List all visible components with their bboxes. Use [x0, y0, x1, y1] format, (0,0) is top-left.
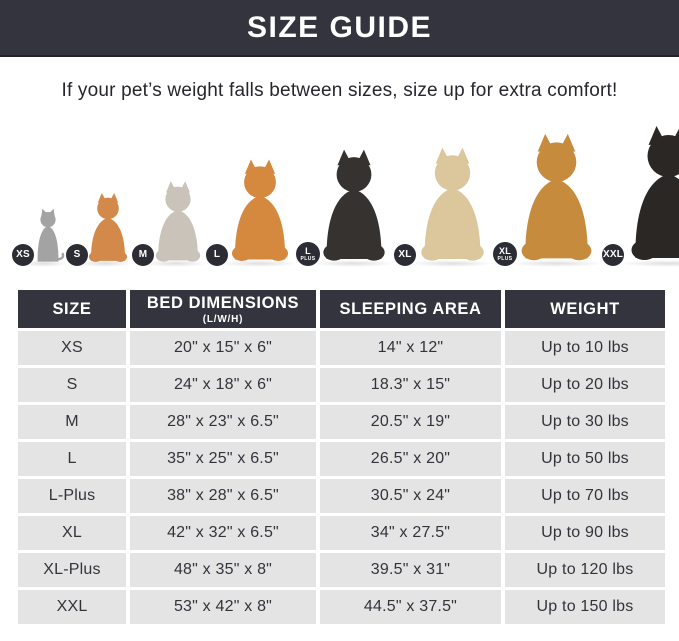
animal-border-collie: L PLUS [296, 148, 396, 270]
table-row: XL-Plus 48" x 35" x 8" 39.5" x 31" Up to 12… [18, 553, 665, 587]
cell-sleeping-area: 34" x 27.5" [320, 516, 501, 550]
size-badge-label: L [213, 249, 221, 260]
sizing-advice-text: If your pet’s weight falls between sizes… [61, 80, 618, 101]
ground-shadow [218, 260, 298, 267]
cell-size: XS [18, 331, 126, 365]
size-guide-table: SIZE BED DIMENSIONS (L/W/H) SLEEPING ARE… [14, 287, 669, 627]
cell-weight: Up to 50 lbs [505, 442, 665, 476]
size-badge-sublabel: PLUS [300, 255, 316, 262]
animal-golden-retriever: XL PLUS [493, 132, 604, 270]
table-row: XXL 53" x 42" x 8" 44.5" x 37.5" Up to 150 … [18, 590, 665, 624]
cell-sleeping-area: 39.5" x 31" [320, 553, 501, 587]
cell-sleeping-area: 44.5" x 37.5" [320, 590, 501, 624]
dog-icon [631, 126, 679, 260]
cell-bed-dimensions: 20" x 15" x 6" [130, 331, 316, 365]
cell-weight: Up to 30 lbs [505, 405, 665, 439]
size-badge-label: XS [16, 249, 30, 260]
size-badge-label: XL [398, 249, 412, 260]
size-badge-l-plus: L PLUS [296, 242, 320, 266]
table-row: XL 42" x 32" x 6.5" 34" x 27.5" Up to 90 lb… [18, 516, 665, 550]
table-row: S 24" x 18" x 6" 18.3" x 15" Up to 20 lbs [18, 368, 665, 402]
cell-sleeping-area: 26.5" x 20" [320, 442, 501, 476]
table-row: L 35" x 25" x 6.5" 26.5" x 20" Up to 50 lbs [18, 442, 665, 476]
cell-bed-dimensions: 53" x 42" x 8" [130, 590, 316, 624]
pet-size-illustration-row: XS S M L L PLUS XL XL PLUS XXL [12, 108, 679, 270]
cell-sleeping-area: 18.3" x 15" [320, 368, 501, 402]
dog-icon [88, 193, 128, 262]
page-title: SIZE GUIDE [246, 10, 433, 44]
animal-cat: XS [12, 208, 68, 270]
size-badge-sublabel: PLUS [497, 255, 513, 262]
cell-size: M [18, 405, 126, 439]
animal-french-bulldog: M [132, 180, 208, 270]
table-row: M 28" x 23" x 6.5" 20.5" x 19" Up to 30 lbs [18, 405, 665, 439]
cell-size: XL-Plus [18, 553, 126, 587]
cell-bed-dimensions: 35" x 25" x 6.5" [130, 442, 316, 476]
cell-bed-dimensions: 48" x 35" x 8" [130, 553, 316, 587]
size-badge-xl: XL [394, 244, 416, 266]
ground-shadow [407, 260, 495, 267]
size-badge-l: L [206, 244, 228, 266]
animal-pomeranian: S [66, 192, 134, 270]
size-badge-m: M [132, 244, 154, 266]
dog-icon [521, 133, 592, 261]
dog-icon [421, 147, 484, 261]
cell-weight: Up to 120 lbs [505, 553, 665, 587]
cell-bed-dimensions: 42" x 32" x 6.5" [130, 516, 316, 550]
dog-icon [231, 159, 289, 261]
cell-weight: Up to 10 lbs [505, 331, 665, 365]
cat-icon [37, 208, 65, 262]
size-badge-label: S [73, 249, 81, 260]
animal-labrador: XL [394, 146, 495, 270]
dog-icon [155, 181, 201, 262]
ground-shadow [20, 260, 68, 267]
cell-bed-dimensions: 38" x 28" x 6.5" [130, 479, 316, 513]
cell-sleeping-area: 20.5" x 19" [320, 405, 501, 439]
column-header-bed-dimensions-sub: (L/W/H) [202, 313, 244, 325]
table-header-row: SIZE BED DIMENSIONS (L/W/H) SLEEPING ARE… [18, 290, 665, 328]
cell-weight: Up to 90 lbs [505, 516, 665, 550]
cell-sleeping-area: 14" x 12" [320, 331, 501, 365]
size-guide-banner: SIZE GUIDE [0, 0, 679, 57]
column-header-sleeping-area: SLEEPING AREA [320, 290, 501, 328]
animal-doberman: XXL [602, 124, 679, 270]
ground-shadow [617, 260, 679, 267]
cell-weight: Up to 20 lbs [505, 368, 665, 402]
column-header-bed-dimensions: BED DIMENSIONS (L/W/H) [130, 290, 316, 328]
size-badge-xs: XS [12, 244, 34, 266]
dog-icon [323, 149, 385, 261]
ground-shadow [309, 260, 396, 267]
cell-size: XXL [18, 590, 126, 624]
animal-shiba-inu: L [206, 158, 298, 270]
cell-weight: Up to 150 lbs [505, 590, 665, 624]
cell-sleeping-area: 30.5" x 24" [320, 479, 501, 513]
size-badge-xl-plus: XL PLUS [493, 242, 517, 266]
cell-size: L [18, 442, 126, 476]
size-badge-xxl: XXL [602, 244, 624, 266]
cell-bed-dimensions: 24" x 18" x 6" [130, 368, 316, 402]
cell-weight: Up to 70 lbs [505, 479, 665, 513]
ground-shadow [75, 260, 134, 267]
size-badge-label: XL [499, 245, 511, 256]
cell-size: S [18, 368, 126, 402]
size-badge-label: M [138, 249, 148, 260]
table-row: XS 20" x 15" x 6" 14" x 12" Up to 10 lbs [18, 331, 665, 365]
cell-bed-dimensions: 28" x 23" x 6.5" [130, 405, 316, 439]
cell-size: L-Plus [18, 479, 126, 513]
cell-size: XL [18, 516, 126, 550]
size-badge-s: S [66, 244, 88, 266]
ground-shadow [142, 260, 208, 267]
column-header-weight: WEIGHT [505, 290, 665, 328]
size-badge-label: L [305, 245, 311, 256]
column-header-size: SIZE [18, 290, 126, 328]
size-badge-label: XXL [602, 249, 624, 260]
ground-shadow [508, 260, 604, 267]
table-row: L-Plus 38" x 28" x 6.5" 30.5" x 24" Up to 7… [18, 479, 665, 513]
